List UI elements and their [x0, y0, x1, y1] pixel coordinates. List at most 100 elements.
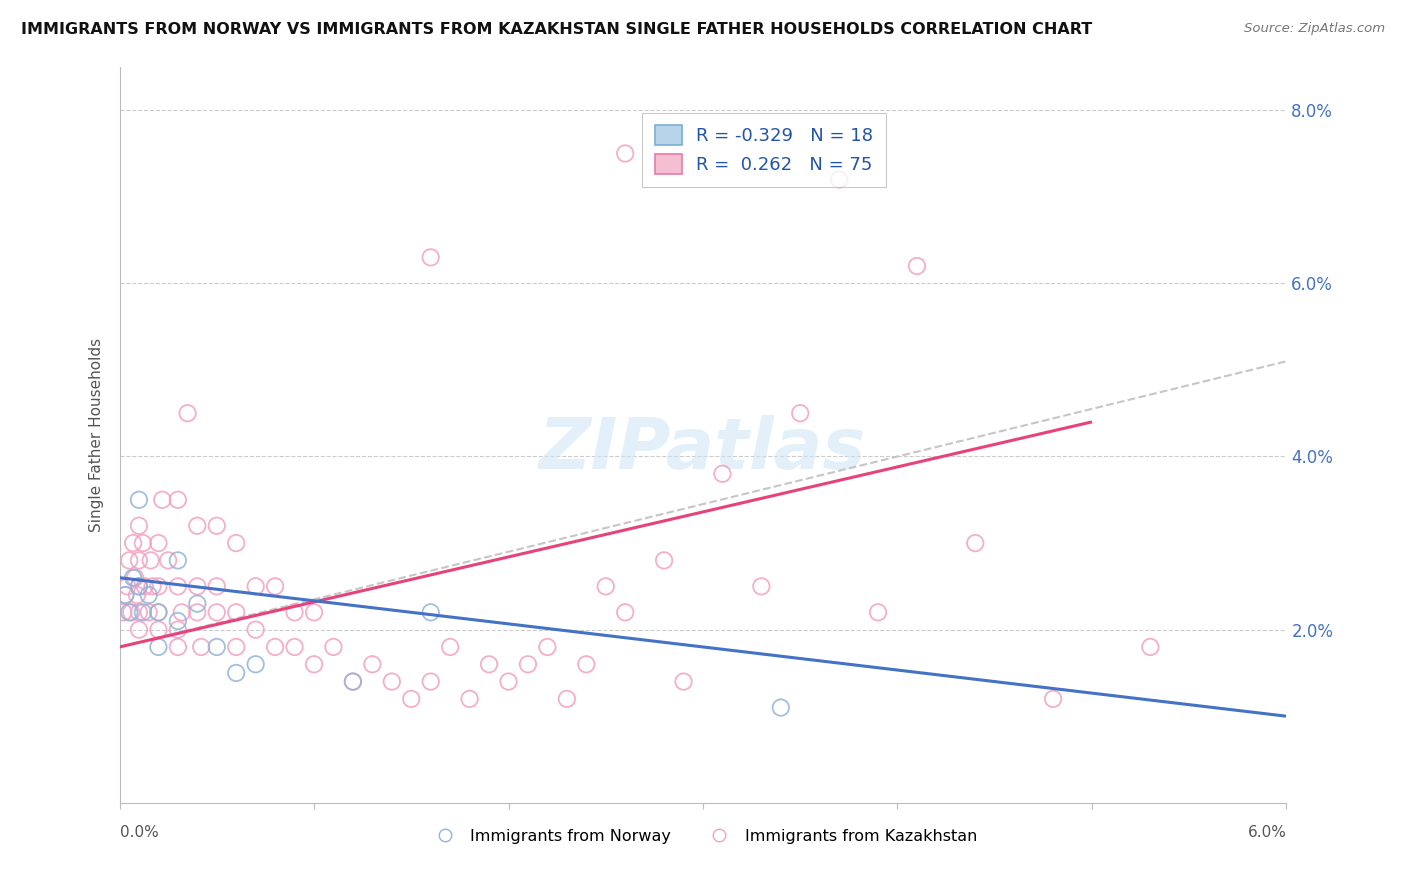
- Point: [711, 467, 734, 481]
- Point: [1139, 640, 1161, 654]
- Point: [225, 605, 247, 619]
- Point: [128, 579, 150, 593]
- Point: [828, 172, 851, 186]
- Point: [134, 579, 156, 593]
- Point: [128, 579, 150, 593]
- Point: [905, 259, 928, 273]
- Point: [166, 623, 188, 637]
- Point: [124, 571, 146, 585]
- Point: [225, 640, 247, 654]
- Text: ZIPatlas: ZIPatlas: [540, 415, 866, 484]
- Point: [118, 553, 141, 567]
- Point: [128, 623, 150, 637]
- Text: IMMIGRANTS FROM NORWAY VS IMMIGRANTS FROM KAZAKHSTAN SINGLE FATHER HOUSEHOLDS CO: IMMIGRANTS FROM NORWAY VS IMMIGRANTS FRO…: [21, 22, 1092, 37]
- Point: [245, 657, 267, 672]
- Point: [166, 492, 188, 507]
- Point: [186, 605, 208, 619]
- Point: [117, 579, 139, 593]
- Point: [264, 579, 287, 593]
- Point: [205, 605, 228, 619]
- Point: [186, 597, 208, 611]
- Point: [139, 553, 162, 567]
- Point: [176, 406, 198, 420]
- Point: [122, 536, 145, 550]
- Point: [419, 251, 441, 265]
- Point: [361, 657, 384, 672]
- Point: [132, 536, 155, 550]
- Point: [166, 579, 188, 593]
- Point: [166, 614, 188, 628]
- Point: [401, 692, 423, 706]
- Point: [150, 492, 173, 507]
- Point: [138, 588, 160, 602]
- Point: [225, 536, 247, 550]
- Point: [190, 640, 212, 654]
- Point: [498, 674, 520, 689]
- Point: [205, 518, 228, 533]
- Point: [148, 605, 170, 619]
- Point: [284, 605, 307, 619]
- Point: [166, 640, 188, 654]
- Point: [166, 553, 188, 567]
- Point: [419, 605, 441, 619]
- Point: [112, 605, 135, 619]
- Point: [769, 700, 792, 714]
- Point: [595, 579, 617, 593]
- Text: Source: ZipAtlas.com: Source: ZipAtlas.com: [1244, 22, 1385, 36]
- Point: [284, 640, 307, 654]
- Point: [866, 605, 890, 619]
- Point: [128, 492, 150, 507]
- Point: [381, 674, 404, 689]
- Point: [128, 553, 150, 567]
- Text: 0.0%: 0.0%: [120, 825, 159, 840]
- Point: [965, 536, 987, 550]
- Point: [439, 640, 461, 654]
- Point: [128, 518, 150, 533]
- Point: [458, 692, 481, 706]
- Point: [751, 579, 773, 593]
- Point: [419, 674, 441, 689]
- Point: [118, 605, 141, 619]
- Text: 6.0%: 6.0%: [1247, 825, 1286, 840]
- Point: [122, 571, 145, 585]
- Point: [1042, 692, 1064, 706]
- Point: [536, 640, 558, 654]
- Point: [302, 657, 325, 672]
- Point: [132, 605, 155, 619]
- Point: [245, 579, 267, 593]
- Point: [148, 623, 170, 637]
- Point: [148, 605, 170, 619]
- Point: [148, 640, 170, 654]
- Point: [652, 553, 675, 567]
- Point: [114, 588, 136, 602]
- Point: [245, 623, 267, 637]
- Point: [128, 605, 150, 619]
- Point: [225, 665, 247, 680]
- Point: [186, 518, 208, 533]
- Point: [205, 640, 228, 654]
- Point: [186, 579, 208, 593]
- Point: [142, 579, 165, 593]
- Point: [125, 588, 148, 602]
- Point: [478, 657, 501, 672]
- Point: [342, 674, 364, 689]
- Point: [302, 605, 325, 619]
- Point: [205, 579, 228, 593]
- Point: [614, 146, 637, 161]
- Point: [120, 605, 142, 619]
- Point: [148, 536, 170, 550]
- Point: [148, 579, 170, 593]
- Point: [672, 674, 695, 689]
- Point: [614, 605, 637, 619]
- Legend: Immigrants from Norway, Immigrants from Kazakhstan: Immigrants from Norway, Immigrants from …: [422, 822, 984, 850]
- Point: [342, 674, 364, 689]
- Point: [322, 640, 344, 654]
- Point: [170, 605, 193, 619]
- Point: [555, 692, 578, 706]
- Point: [517, 657, 540, 672]
- Point: [264, 640, 287, 654]
- Point: [138, 605, 160, 619]
- Point: [575, 657, 598, 672]
- Point: [114, 588, 136, 602]
- Point: [789, 406, 811, 420]
